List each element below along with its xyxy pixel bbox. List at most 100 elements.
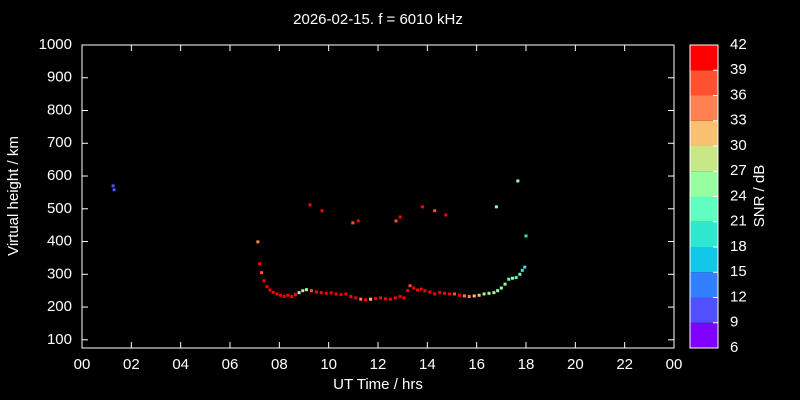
point xyxy=(354,296,358,300)
point xyxy=(487,291,491,295)
point xyxy=(383,297,387,301)
point xyxy=(433,292,437,296)
point xyxy=(275,292,279,296)
chart-title: 2026-02-15. f = 6010 kHz xyxy=(293,11,463,28)
point xyxy=(448,292,452,296)
colorbar-band xyxy=(690,297,718,323)
x-tick-label: 02 xyxy=(123,356,140,373)
x-tick-label: 00 xyxy=(666,356,683,373)
colorbar-tick-label: 27 xyxy=(730,162,747,179)
point xyxy=(402,296,406,300)
point xyxy=(265,285,269,289)
point xyxy=(507,277,511,281)
point xyxy=(268,288,272,292)
x-axis-label: UT Time / hrs xyxy=(333,376,423,393)
point xyxy=(443,291,447,295)
colorbar-band xyxy=(690,171,718,197)
colorbar-band xyxy=(690,247,718,273)
point xyxy=(520,268,524,272)
point xyxy=(260,271,264,275)
point xyxy=(477,293,481,297)
point xyxy=(356,219,360,223)
y-tick-label: 400 xyxy=(47,233,72,250)
point xyxy=(393,296,397,300)
colorbar-band xyxy=(690,95,718,121)
point xyxy=(304,288,308,292)
y-tick-label: 600 xyxy=(47,167,72,184)
point xyxy=(492,291,496,295)
colorbar-band xyxy=(690,146,718,172)
point xyxy=(256,240,260,244)
colorbar-band xyxy=(690,322,718,348)
point xyxy=(286,293,290,297)
point xyxy=(334,292,338,296)
point xyxy=(398,215,402,219)
point xyxy=(359,297,363,301)
point xyxy=(394,219,398,223)
point xyxy=(398,295,402,299)
x-tick-label: 00 xyxy=(74,356,91,373)
point xyxy=(494,205,498,209)
point xyxy=(415,288,419,292)
colorbar-tick-label: 24 xyxy=(730,187,747,204)
point xyxy=(309,289,313,293)
x-tick-label: 12 xyxy=(370,356,387,373)
point xyxy=(524,234,528,238)
point xyxy=(351,221,355,225)
point xyxy=(408,284,412,288)
point xyxy=(290,295,294,299)
colorbar-band xyxy=(690,120,718,146)
colorbar-tick-label: 42 xyxy=(730,36,747,53)
point xyxy=(457,293,461,297)
point xyxy=(482,292,486,296)
point xyxy=(282,294,286,298)
point xyxy=(339,293,343,297)
y-tick-label: 500 xyxy=(47,200,72,217)
x-tick-label: 20 xyxy=(567,356,584,373)
colorbar-label: SNR / dB xyxy=(751,165,768,228)
point xyxy=(349,295,353,299)
x-tick-label: 18 xyxy=(518,356,535,373)
point xyxy=(319,291,323,295)
point xyxy=(378,296,382,300)
x-tick-label: 10 xyxy=(320,356,337,373)
point xyxy=(406,289,410,293)
colorbar-tick-label: 39 xyxy=(730,61,747,78)
point xyxy=(428,290,432,294)
x-tick-label: 06 xyxy=(222,356,239,373)
colorbar-tick-label: 36 xyxy=(730,86,747,103)
point xyxy=(258,262,262,266)
colorbar-tick-label: 30 xyxy=(730,137,747,154)
point xyxy=(444,213,448,217)
point xyxy=(412,286,416,290)
y-tick-label: 1000 xyxy=(39,36,72,53)
point xyxy=(462,294,466,298)
colorbar-tick-label: 9 xyxy=(730,314,738,331)
point xyxy=(510,276,514,280)
point xyxy=(308,203,312,207)
point xyxy=(111,184,115,188)
point xyxy=(514,276,518,280)
point xyxy=(374,297,378,301)
colorbar-tick-label: 33 xyxy=(730,112,747,129)
point xyxy=(499,286,503,290)
y-tick-label: 100 xyxy=(47,331,72,348)
point xyxy=(301,289,305,293)
colorbar-band xyxy=(690,45,718,71)
point xyxy=(420,205,424,209)
x-tick-label: 22 xyxy=(616,356,633,373)
point xyxy=(112,188,116,192)
point xyxy=(467,295,471,299)
point xyxy=(344,292,348,296)
y-tick-label: 200 xyxy=(47,298,72,315)
point xyxy=(364,298,368,302)
point xyxy=(433,209,437,213)
point xyxy=(438,291,442,295)
point xyxy=(262,279,266,283)
y-tick-label: 900 xyxy=(47,69,72,86)
point xyxy=(279,293,283,297)
point xyxy=(452,292,456,296)
x-tick-label: 08 xyxy=(271,356,288,373)
point xyxy=(523,265,527,269)
